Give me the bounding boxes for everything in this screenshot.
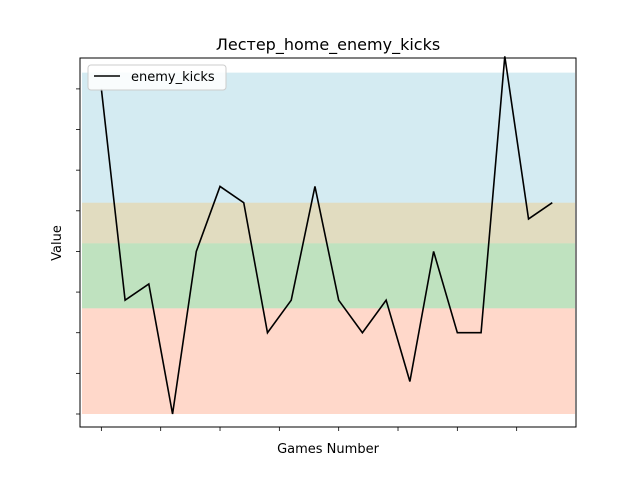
background-band-4 [82, 72, 575, 203]
background-band-3 [82, 202, 575, 244]
axes-frame [79, 57, 577, 428]
legend-label-enemy-kicks: enemy_kicks [131, 70, 215, 85]
x-axis-label: Games Number [277, 442, 379, 457]
legend: enemy_kicks [87, 64, 227, 91]
background-band-1 [82, 308, 575, 414]
axis-ticks [76, 88, 518, 431]
legend-box [87, 64, 227, 91]
series-line-enemy-kicks [100, 56, 553, 415]
background-bands [82, 72, 575, 414]
series-lines [100, 56, 553, 415]
y-axis-label: Value [50, 225, 65, 261]
chart-title: Лестер_home_enemy_kicks [216, 35, 440, 55]
